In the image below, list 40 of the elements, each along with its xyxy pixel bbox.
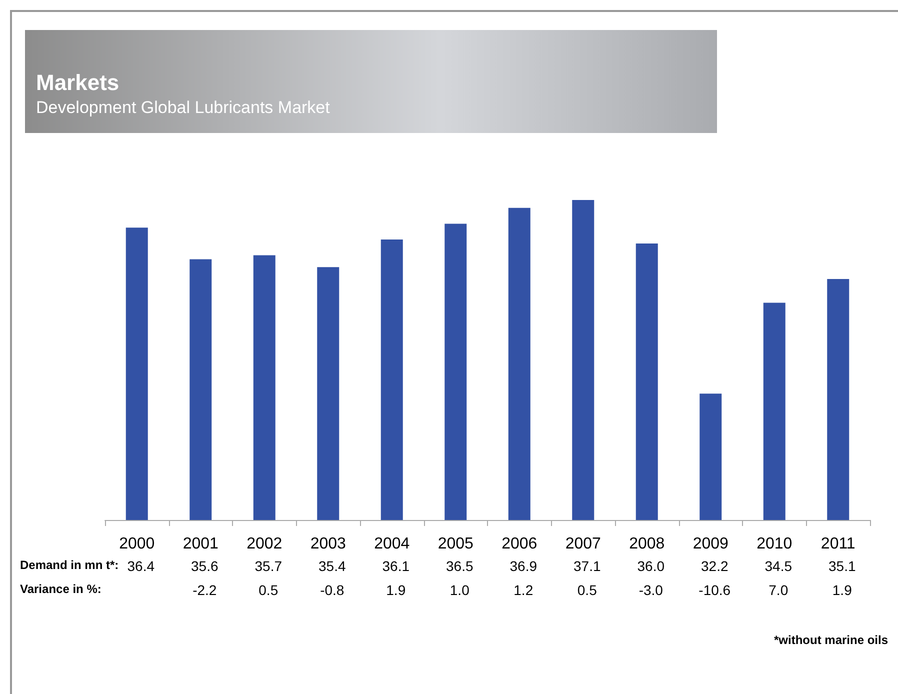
text: *without marine oils — [774, 633, 888, 647]
data-label: 36.9 — [510, 558, 538, 574]
data-label: 35.4 — [318, 558, 346, 574]
x-tick-label: 2001 — [182, 536, 219, 552]
data-label: 34.5 — [764, 558, 792, 574]
text: -0.8 — [320, 582, 344, 598]
text: -10.6 — [698, 582, 731, 598]
text: 1.2 — [514, 582, 534, 598]
data-label: 37.1 — [574, 558, 601, 574]
data-label: 36.5 — [446, 558, 474, 574]
data-label: 35.7 — [254, 558, 282, 574]
x-tick-label: 2009 — [692, 536, 729, 552]
chart-subtitle: Development Global Lubricants Market — [36, 98, 330, 118]
x-tick-label: 2010 — [756, 536, 792, 552]
data-label: 35.6 — [191, 558, 218, 574]
x-tick-label: 2011 — [820, 536, 856, 552]
text: Variance in %: — [20, 582, 102, 596]
x-tick-label: 2004 — [374, 536, 410, 552]
text: -3.0 — [638, 582, 664, 598]
data-label: 36.4 — [127, 558, 155, 574]
x-tick-label: 2002 — [246, 536, 282, 552]
x-tick-label: 2007 — [565, 536, 602, 552]
data-label: 35.1 — [828, 558, 856, 574]
text: 7.0 — [768, 582, 788, 598]
text: 0.5 — [577, 582, 598, 598]
text: 1.9 — [386, 582, 406, 598]
data-label: 32.2 — [701, 558, 728, 574]
text: 1.9 — [832, 582, 852, 598]
x-tick-label: 2005 — [438, 536, 474, 552]
data-label: 36.1 — [382, 558, 410, 574]
text: Demand in mn t*: — [20, 558, 119, 572]
text: -2.2 — [192, 582, 217, 598]
x-tick-label: 2008 — [629, 536, 665, 552]
x-tick-label: 2000 — [119, 536, 155, 552]
x-tick-label: 2006 — [502, 536, 538, 552]
text: 0.5 — [258, 582, 278, 598]
data-label: 36.0 — [637, 558, 665, 574]
text: 1.0 — [450, 582, 470, 598]
x-tick-label: 2003 — [310, 536, 346, 552]
chart-title: Markets — [36, 70, 120, 96]
